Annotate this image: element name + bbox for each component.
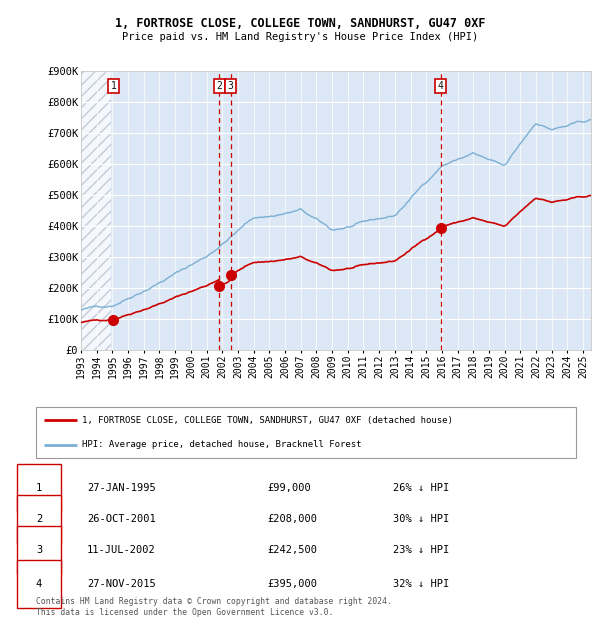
Text: 26-OCT-2001: 26-OCT-2001 xyxy=(87,514,156,524)
Text: 2: 2 xyxy=(36,514,42,524)
Text: 30% ↓ HPI: 30% ↓ HPI xyxy=(393,514,449,524)
Text: 1, FORTROSE CLOSE, COLLEGE TOWN, SANDHURST, GU47 0XF (detached house): 1, FORTROSE CLOSE, COLLEGE TOWN, SANDHUR… xyxy=(82,416,453,425)
Text: 1: 1 xyxy=(110,81,116,91)
Polygon shape xyxy=(81,71,111,350)
Text: Contains HM Land Registry data © Crown copyright and database right 2024.
This d: Contains HM Land Registry data © Crown c… xyxy=(36,598,392,617)
Text: 1: 1 xyxy=(36,483,42,493)
Text: Price paid vs. HM Land Registry's House Price Index (HPI): Price paid vs. HM Land Registry's House … xyxy=(122,32,478,42)
Text: 26% ↓ HPI: 26% ↓ HPI xyxy=(393,483,449,493)
FancyBboxPatch shape xyxy=(36,407,576,458)
Text: £242,500: £242,500 xyxy=(267,545,317,555)
Text: 3: 3 xyxy=(36,545,42,555)
Text: £395,000: £395,000 xyxy=(267,579,317,589)
Text: 27-NOV-2015: 27-NOV-2015 xyxy=(87,579,156,589)
Text: 23% ↓ HPI: 23% ↓ HPI xyxy=(393,545,449,555)
Text: 11-JUL-2002: 11-JUL-2002 xyxy=(87,545,156,555)
Text: 3: 3 xyxy=(227,81,233,91)
Text: 4: 4 xyxy=(437,81,443,91)
Text: £99,000: £99,000 xyxy=(267,483,311,493)
Text: 32% ↓ HPI: 32% ↓ HPI xyxy=(393,579,449,589)
Text: 4: 4 xyxy=(36,579,42,589)
Text: £208,000: £208,000 xyxy=(267,514,317,524)
Text: 27-JAN-1995: 27-JAN-1995 xyxy=(87,483,156,493)
Text: HPI: Average price, detached house, Bracknell Forest: HPI: Average price, detached house, Brac… xyxy=(82,440,361,450)
Text: 2: 2 xyxy=(217,81,223,91)
Text: 1, FORTROSE CLOSE, COLLEGE TOWN, SANDHURST, GU47 0XF: 1, FORTROSE CLOSE, COLLEGE TOWN, SANDHUR… xyxy=(115,17,485,30)
